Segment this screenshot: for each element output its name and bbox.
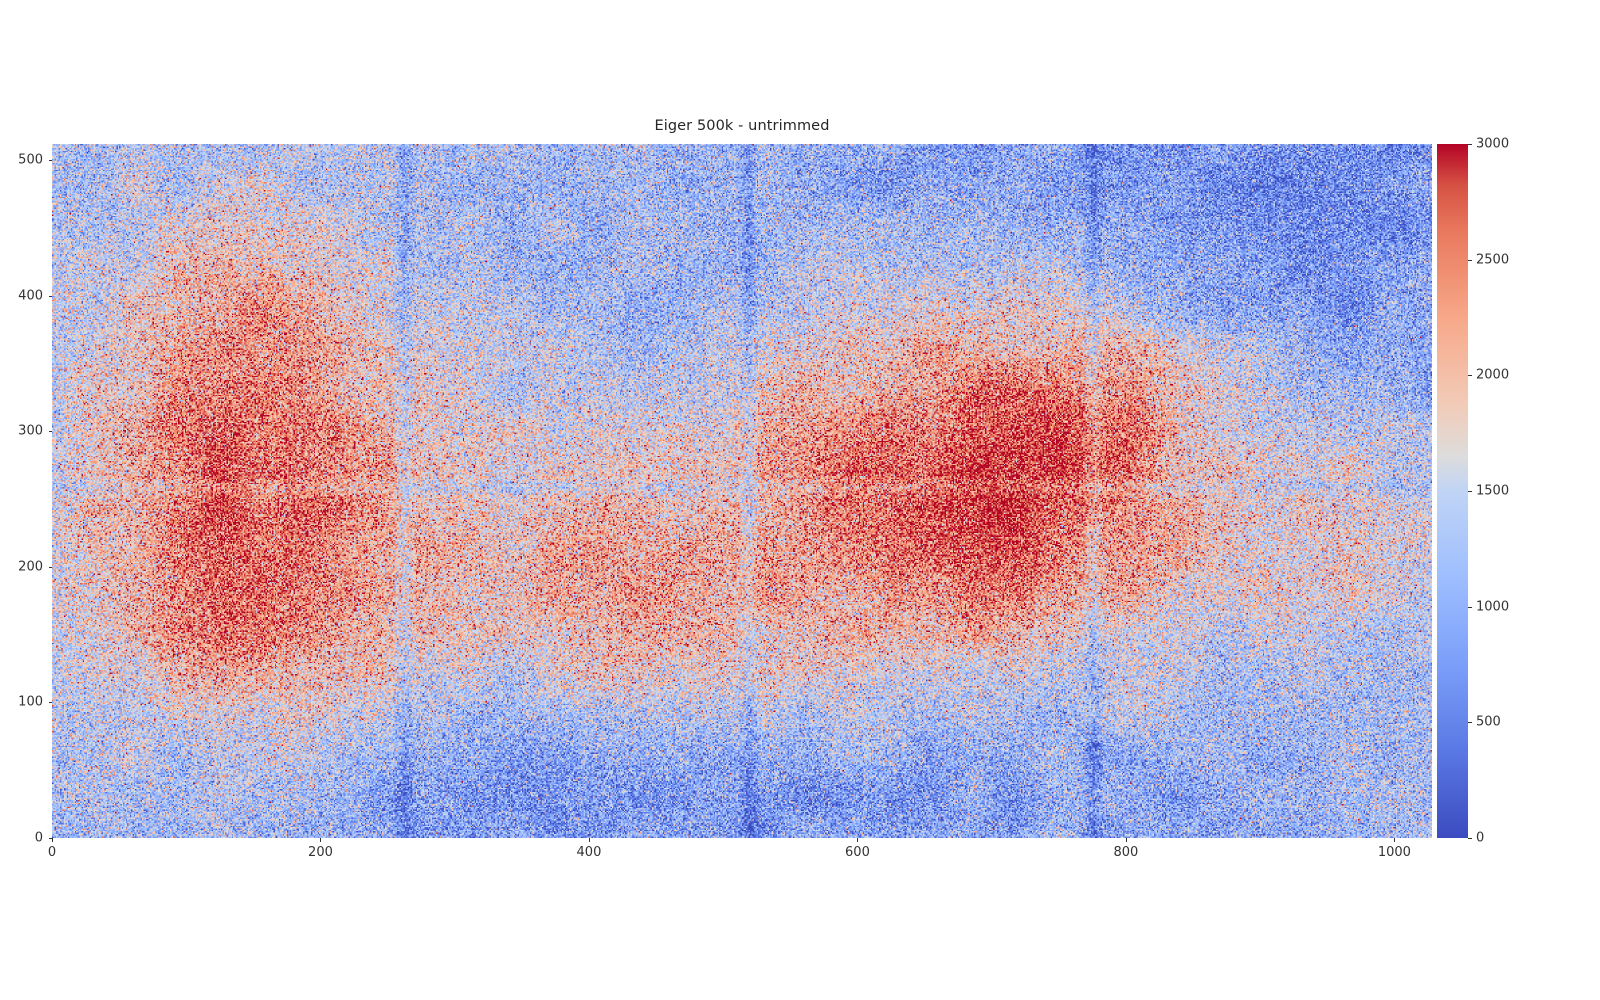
colorbar-tick-label: 3000 bbox=[1476, 136, 1510, 152]
colorbar-tick-mark bbox=[1468, 491, 1472, 492]
y-tick-mark bbox=[48, 431, 52, 433]
y-tick-mark bbox=[48, 702, 52, 704]
colorbar-tick-label: 2500 bbox=[1476, 252, 1510, 268]
x-tick-mark bbox=[1394, 838, 1396, 842]
colorbar-tick-mark bbox=[1468, 144, 1472, 145]
colorbar-gradient bbox=[1437, 144, 1468, 838]
colorbar-tick-label: 500 bbox=[1476, 714, 1501, 730]
colorbar-tick-mark bbox=[1468, 606, 1472, 608]
colorbar-tick-label: 2000 bbox=[1476, 367, 1510, 383]
colorbar-tick-mark bbox=[1468, 722, 1472, 724]
x-tick-mark bbox=[857, 838, 859, 842]
x-tick-mark bbox=[52, 838, 53, 842]
y-tick-mark bbox=[48, 838, 52, 839]
heatmap-image[interactable] bbox=[52, 144, 1432, 838]
y-tick-label: 200 bbox=[18, 559, 43, 575]
colorbar-tick-label: 1000 bbox=[1476, 599, 1510, 615]
heatmap-plot-area[interactable] bbox=[52, 144, 1432, 838]
y-tick-label: 400 bbox=[18, 288, 43, 304]
page-title: Eiger 500k - untrimmed bbox=[654, 118, 830, 134]
y-tick-mark bbox=[48, 295, 52, 297]
x-tick-label: 0 bbox=[47, 845, 57, 860]
x-tick-label: 200 bbox=[308, 845, 333, 860]
y-tick-label: 300 bbox=[18, 423, 43, 439]
y-tick-label: 0 bbox=[34, 830, 43, 846]
colorbar[interactable] bbox=[1437, 144, 1468, 838]
x-tick-mark bbox=[320, 838, 322, 842]
colorbar-tick-mark bbox=[1468, 375, 1472, 377]
x-tick-label: 1000 bbox=[1377, 845, 1411, 860]
y-tick-mark bbox=[48, 160, 52, 162]
colorbar-tick-mark bbox=[1468, 838, 1472, 839]
colorbar-tick-label: 0 bbox=[1476, 830, 1485, 846]
x-tick-label: 600 bbox=[845, 845, 870, 860]
x-tick-label: 800 bbox=[1113, 845, 1139, 860]
y-tick-mark bbox=[48, 566, 52, 568]
colorbar-tick-mark bbox=[1468, 259, 1472, 261]
y-tick-label: 500 bbox=[18, 152, 43, 168]
x-tick-mark bbox=[1125, 838, 1127, 842]
x-tick-label: 400 bbox=[576, 845, 602, 860]
x-tick-mark bbox=[588, 838, 590, 842]
y-tick-label: 100 bbox=[18, 694, 43, 710]
colorbar-tick-label: 1500 bbox=[1476, 483, 1510, 499]
